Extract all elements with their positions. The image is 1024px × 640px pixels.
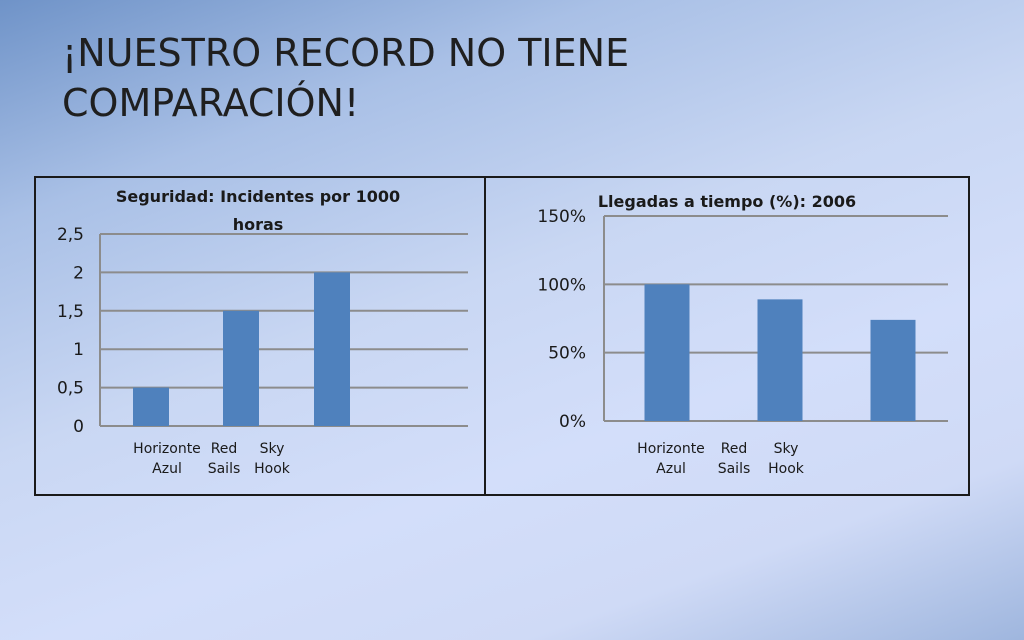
y-tick-label: 0,5 bbox=[57, 379, 84, 399]
bar-sky-hook bbox=[314, 272, 350, 426]
y-tick-label: 2 bbox=[73, 263, 84, 283]
y-tick-label: 0 bbox=[73, 417, 84, 437]
bar-red-sails bbox=[223, 310, 259, 426]
chart-title: Llegadas a tiempo (%): 2006 bbox=[598, 192, 856, 211]
y-tick-label: 100% bbox=[537, 275, 586, 295]
y-tick-label: 0% bbox=[559, 412, 586, 432]
x-tick-label: Sky bbox=[260, 441, 285, 457]
x-tick-label: Red bbox=[721, 441, 748, 457]
bar-red-sails bbox=[757, 299, 803, 421]
bar-sky-hook bbox=[870, 319, 916, 421]
x-tick-label: Hook bbox=[254, 461, 291, 477]
on-time-arrivals-chart: 0% 50% 100% 150% Horizonte Azul Red Sails Sky Hoo… bbox=[537, 192, 948, 477]
chart-title: Seguridad: Incidentes por 1000 bbox=[116, 187, 400, 206]
x-tick-label: Red bbox=[211, 441, 238, 457]
charts-divider bbox=[484, 176, 486, 496]
x-tick-label: Horizonte bbox=[133, 441, 201, 457]
y-tick-label: 150% bbox=[537, 207, 586, 227]
x-tick-label: Azul bbox=[656, 461, 686, 477]
x-tick-label: Hook bbox=[768, 461, 805, 477]
bar-horizonte-azul bbox=[133, 387, 169, 426]
y-tick-label: 1 bbox=[73, 340, 84, 360]
y-tick-label: 1,5 bbox=[57, 302, 84, 322]
x-tick-label: Horizonte bbox=[637, 441, 705, 457]
y-tick-label: 2,5 bbox=[57, 225, 84, 245]
x-tick-label: Sails bbox=[718, 461, 751, 477]
x-tick-label: Sails bbox=[208, 461, 241, 477]
charts-frame bbox=[34, 176, 970, 496]
safety-incidents-chart: 0 0,5 1 1,5 2 2,5 Horizonte Azul Red Sails Sky Hook… bbox=[57, 187, 468, 477]
x-tick-label: Sky bbox=[774, 441, 799, 457]
y-tick-label: 50% bbox=[548, 344, 586, 364]
bar-horizonte-azul bbox=[644, 284, 690, 421]
x-tick-label: Azul bbox=[152, 461, 182, 477]
chart-title: horas bbox=[233, 215, 284, 234]
slide-title: ¡NUESTRO RECORD NO TIENE COMPARACIÓN! bbox=[62, 31, 630, 125]
